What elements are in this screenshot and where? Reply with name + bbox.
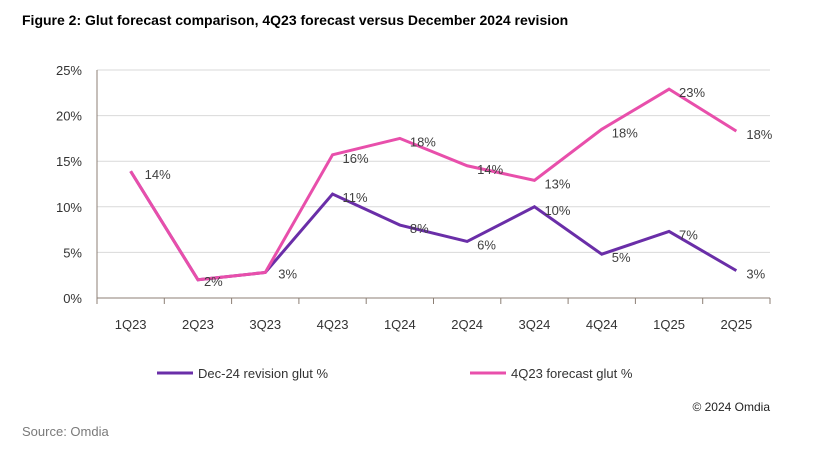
- source-note: Source: Omdia: [22, 424, 109, 439]
- x-tick-label: 2Q25: [720, 317, 752, 332]
- data-label: 6%: [477, 237, 496, 252]
- data-label: 18%: [410, 134, 436, 149]
- series-line-forecast: [129, 87, 738, 282]
- data-label: 14%: [477, 162, 503, 177]
- data-label: 7%: [679, 227, 698, 242]
- figure-title: Figure 2: Glut forecast comparison, 4Q23…: [22, 12, 569, 28]
- data-label: 2%: [204, 274, 223, 289]
- y-tick-label: 20%: [56, 109, 82, 124]
- y-tick-label: 10%: [56, 200, 82, 215]
- x-tick-label: 2Q24: [451, 317, 483, 332]
- x-tick-label: 2Q23: [182, 317, 214, 332]
- y-tick-label: 5%: [63, 245, 82, 260]
- data-label: 18%: [612, 125, 638, 140]
- data-label: 11%: [343, 190, 368, 205]
- x-tick-label: 4Q24: [586, 317, 618, 332]
- x-tick-label: 4Q23: [317, 317, 349, 332]
- data-label: 13%: [544, 176, 570, 191]
- x-tick-label: 3Q23: [249, 317, 281, 332]
- data-label: 5%: [612, 250, 631, 265]
- data-label: 10%: [544, 203, 570, 218]
- series-line-revision: [129, 170, 738, 282]
- data-label: 3%: [278, 266, 297, 281]
- data-label: 16%: [343, 151, 369, 166]
- data-label: 3%: [746, 267, 765, 282]
- x-tick-label: 3Q24: [519, 317, 551, 332]
- data-label: 18%: [746, 127, 772, 142]
- legend-label: 4Q23 forecast glut %: [511, 366, 633, 381]
- x-tick-label: 1Q25: [653, 317, 685, 332]
- x-tick-label: 1Q24: [384, 317, 416, 332]
- data-label: 14%: [145, 167, 171, 182]
- data-label: 23%: [679, 85, 705, 100]
- y-tick-label: 25%: [56, 63, 82, 78]
- line-chart: 0% 5% 10% 15% 20% 25% 1Q23 2Q23 3Q23 4Q23 1Q24 2Q24…: [56, 63, 773, 381]
- y-tick-label: 15%: [56, 154, 82, 169]
- data-label: 8%: [410, 221, 429, 236]
- x-tick-label: 1Q23: [115, 317, 147, 332]
- y-tick-label: 0%: [63, 291, 82, 306]
- legend-label: Dec-24 revision glut %: [198, 366, 328, 381]
- copyright: © 2024 Omdia: [692, 400, 770, 414]
